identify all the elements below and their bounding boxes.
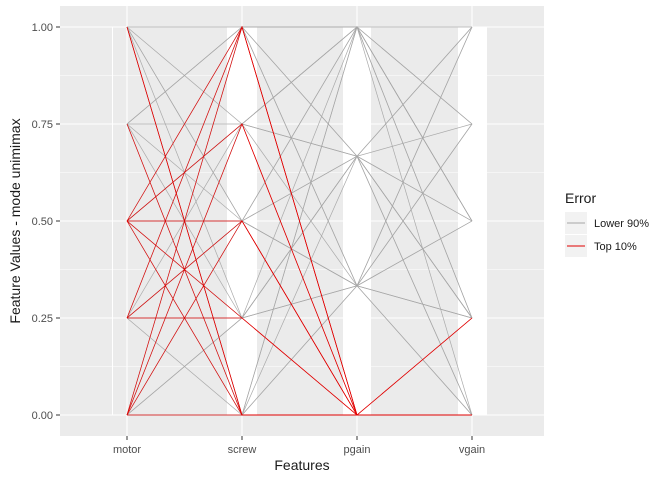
gap-band bbox=[458, 27, 487, 415]
legend-title: Error bbox=[565, 190, 596, 206]
x-tick-label: motor bbox=[113, 444, 141, 456]
x-axis-ticks: motor screw pgain vgain bbox=[113, 436, 485, 456]
y-tick-label: 0.75 bbox=[32, 119, 53, 131]
x-tick-label: vgain bbox=[459, 444, 485, 456]
series-top-10 bbox=[126, 25, 473, 416]
y-axis-title: Feature Values - mode unimimax bbox=[7, 118, 23, 323]
gap-band bbox=[343, 27, 371, 415]
series-line bbox=[126, 285, 473, 416]
legend: Error Lower 90% Top 10% bbox=[565, 190, 649, 257]
y-tick-label: 0.00 bbox=[32, 410, 53, 422]
y-tick-label: 1.00 bbox=[32, 22, 53, 34]
y-tick-label: 0.25 bbox=[32, 313, 53, 325]
x-axis-title: Features bbox=[274, 457, 329, 473]
x-tick-label: pgain bbox=[344, 444, 371, 456]
y-axis-ticks: 0.00 0.25 0.50 0.75 1.00 bbox=[32, 22, 60, 422]
x-tick-label: screw bbox=[228, 444, 257, 456]
empty-gaps bbox=[112, 27, 487, 415]
legend-label-lower-90: Lower 90% bbox=[594, 218, 649, 230]
y-tick-label: 0.50 bbox=[32, 216, 53, 228]
gap-band bbox=[112, 27, 113, 415]
series-line bbox=[126, 26, 473, 287]
legend-label-top-10: Top 10% bbox=[594, 241, 637, 253]
series-line bbox=[126, 26, 472, 416]
